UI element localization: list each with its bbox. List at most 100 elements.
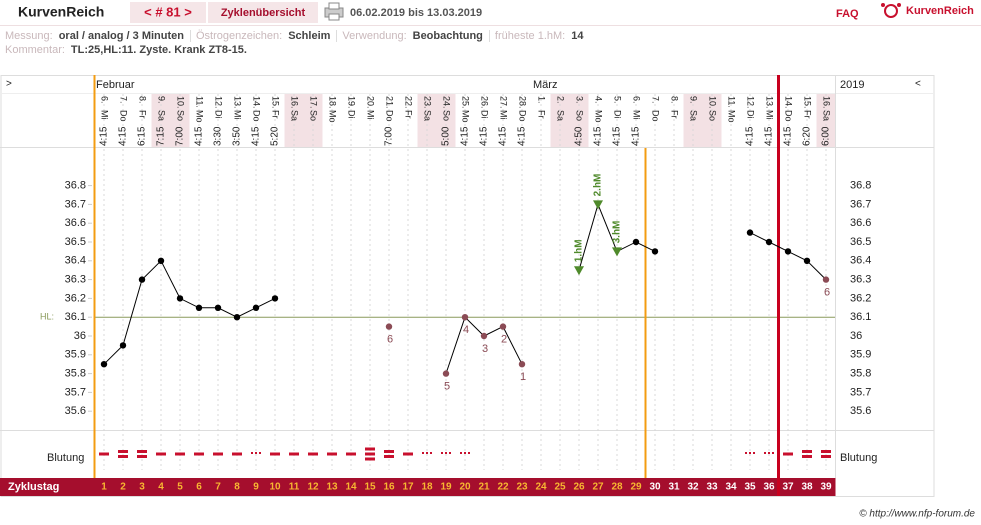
- weekday-label: Mi: [499, 110, 509, 120]
- temperature-point: [822, 276, 830, 283]
- y-tick-label-right: 35.6: [850, 405, 871, 417]
- chart-frame: [0, 75, 935, 497]
- cycle-label: Zyklustag: [8, 481, 59, 493]
- nav-prev[interactable]: >: [6, 79, 12, 90]
- cycle-day: 6: [196, 482, 202, 493]
- y-tick-label: 36.4: [65, 255, 86, 267]
- bleeding-dash: [194, 452, 204, 456]
- bleeding-dot: [768, 452, 770, 454]
- weekday-label: So: [176, 110, 186, 121]
- date-label: 21.: [385, 96, 395, 109]
- nav-next[interactable]: <: [915, 79, 921, 90]
- bleeding-dot: [749, 452, 751, 454]
- date-label: 11.: [195, 96, 205, 108]
- date-label: 15.: [271, 96, 281, 109]
- time-label: 7:00: [175, 126, 186, 146]
- y-tick-label-right: 36.4: [850, 255, 871, 267]
- time-label: 4:15: [118, 126, 129, 146]
- hm-label: 2.hM: [593, 174, 604, 197]
- cycle-day: 9: [253, 482, 259, 493]
- cycle-day: 26: [573, 482, 585, 493]
- cycle-day: 8: [234, 482, 240, 493]
- app-name[interactable]: KurvenReich: [18, 4, 104, 20]
- date-label: 25.: [461, 96, 471, 109]
- info-value: oral / analog / 3 Minuten: [58, 30, 184, 42]
- bleeding-dot: [753, 452, 755, 454]
- cycle-day: 17: [402, 482, 414, 493]
- bleeding-mark: [194, 452, 204, 456]
- weekday-label: Mo: [328, 110, 338, 123]
- bleeding-mark: [137, 450, 147, 458]
- weekday-label: Do: [784, 110, 794, 122]
- date-label: 16.: [290, 96, 300, 109]
- weekday-label: Di: [347, 110, 357, 119]
- date-label: 9.: [157, 96, 167, 104]
- y-tick-label: 36.2: [65, 292, 86, 304]
- bleeding-dash: [289, 452, 299, 456]
- date-label: 24.: [442, 96, 452, 109]
- time-label: 5:00: [441, 126, 452, 146]
- year-label: 2019: [840, 79, 864, 91]
- cycle-day: 25: [554, 482, 566, 493]
- time-label: 4:15: [194, 126, 205, 146]
- weekday-label: Di: [480, 110, 490, 119]
- bleeding-dot: [449, 452, 451, 454]
- weekday-label: Fr: [138, 110, 148, 119]
- date-label: 16.: [822, 96, 832, 109]
- info-line: Messung: oral / analog / 3 Minuten Östroge…: [5, 30, 589, 42]
- cycle-day: 4: [158, 482, 164, 493]
- date-range: 06.02.2019 bis 13.03.2019: [350, 7, 482, 19]
- temperature-point: [651, 248, 659, 255]
- logo-icon: [881, 3, 901, 18]
- info-label: Östrogenzeichen:: [190, 30, 283, 42]
- cycle-nav[interactable]: < # 81 >: [144, 4, 192, 19]
- bleeding-mark: [745, 452, 755, 454]
- bleeding-dash: [118, 455, 128, 458]
- bleeding-mark: [346, 452, 356, 456]
- cycle-day: 16: [383, 482, 395, 493]
- weekday-label: Do: [119, 110, 129, 122]
- cycle-day: 7: [215, 482, 221, 493]
- date-label: 17.: [309, 96, 319, 109]
- bleeding-mark: [270, 452, 280, 456]
- cycle-day: 1: [101, 482, 107, 493]
- temperature-point: [442, 370, 450, 377]
- time-label: 7:15: [156, 126, 167, 146]
- point-label: 1: [520, 371, 526, 383]
- weekday-label: Mi: [366, 110, 376, 120]
- time-label: 4:15: [517, 126, 528, 146]
- bleeding-dot: [430, 452, 432, 454]
- temperature-point: [233, 314, 241, 321]
- faq-link[interactable]: FAQ: [836, 8, 859, 20]
- comment-label: Kommentar:: [5, 44, 65, 56]
- bleeding-dash: [365, 457, 375, 461]
- y-tick-label-right: 36.3: [850, 274, 871, 286]
- logo-text[interactable]: KurvenReich: [906, 5, 974, 17]
- bleeding-dash: [821, 455, 831, 458]
- hm-marker: [593, 200, 603, 210]
- printer-icon[interactable]: [324, 2, 344, 21]
- date-label: 15.: [803, 96, 813, 109]
- bleeding-dash: [99, 452, 109, 456]
- time-label: 6:20: [802, 126, 813, 146]
- overview-link[interactable]: Zyklenübersicht: [221, 7, 306, 19]
- cycle-day: 33: [706, 482, 718, 493]
- bleeding-mark: [460, 452, 470, 454]
- bleeding-mark: [441, 452, 451, 454]
- bleeding-dash: [365, 452, 375, 456]
- temperature-point: [176, 295, 184, 302]
- cycle-day: 36: [763, 482, 775, 493]
- cycle-day: 3: [139, 482, 145, 493]
- y-tick-label-right: 36.7: [850, 198, 871, 210]
- point-label: 6: [387, 334, 393, 346]
- y-tick-label-right: 36.5: [850, 236, 871, 248]
- info-value: 14: [571, 30, 584, 42]
- bleeding-mark: [365, 447, 375, 461]
- date-label: 19.: [347, 96, 357, 109]
- bleeding-dash: [783, 452, 793, 456]
- weekday-label: Di: [613, 110, 623, 119]
- y-tick-label: 36.8: [65, 180, 86, 192]
- bleeding-dash: [327, 452, 337, 456]
- y-tick-label-right: 35.8: [850, 368, 871, 380]
